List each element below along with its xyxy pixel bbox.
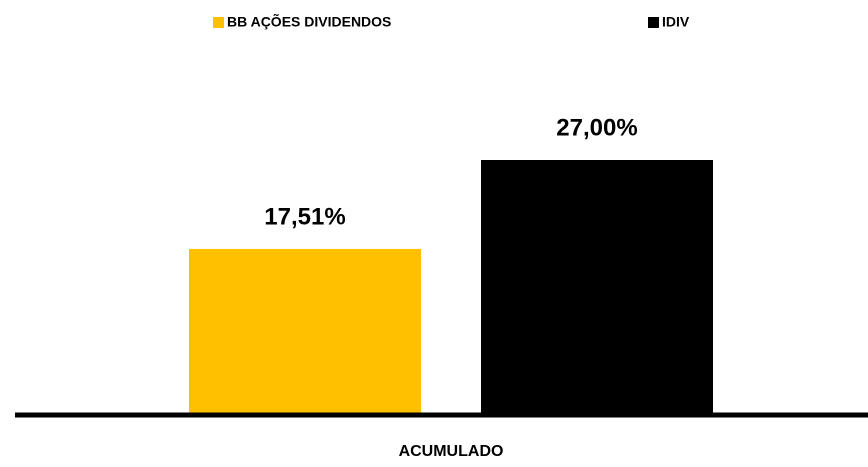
bar <box>189 248 421 413</box>
legend-swatch <box>213 17 224 28</box>
legend-label: IDIV <box>662 14 690 30</box>
x-tick-label: ACUMULADO <box>399 443 504 460</box>
value-label: 27,00% <box>556 114 637 141</box>
value-label: 17,51% <box>264 203 345 230</box>
bar <box>481 160 713 413</box>
legend-swatch <box>648 17 659 28</box>
legend-label: BB AÇÕES DIVIDENDOS <box>227 13 391 30</box>
